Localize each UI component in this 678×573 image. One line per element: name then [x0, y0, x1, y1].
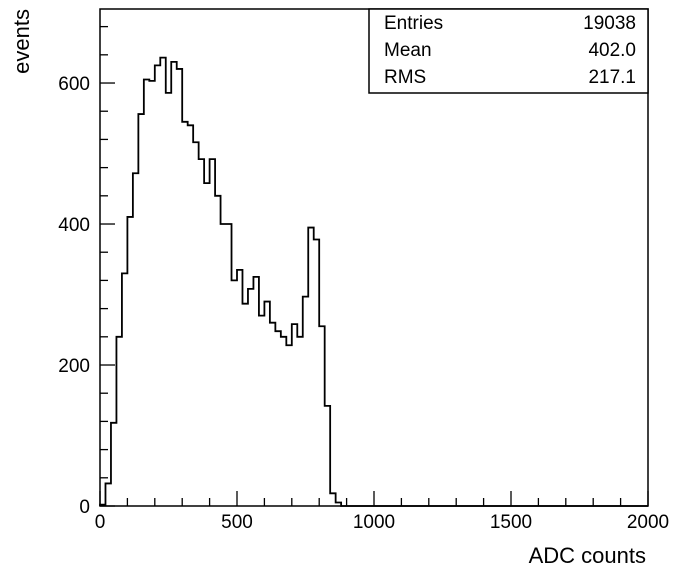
stats-rms-label: RMS [384, 67, 426, 88]
x-axis-ticks [99, 491, 649, 506]
stats-box-frame [368, 8, 649, 94]
y-axis-title: events [9, 9, 34, 74]
x-axis-title: ADC counts [529, 543, 646, 568]
y-tick-label: 200 [58, 356, 90, 377]
y-tick-label: 600 [58, 74, 90, 95]
x-tick-label: 2000 [627, 512, 669, 533]
stats-mean-value: 402.0 [588, 40, 636, 61]
stats-rms-value: 217.1 [588, 67, 636, 88]
histogram-series [99, 56, 648, 507]
y-axis-tick-labels: 0 200 400 600 [58, 74, 90, 518]
x-tick-label: 1500 [490, 512, 532, 533]
x-axis-tick-labels: 0 500 1000 1500 2000 [95, 512, 669, 533]
x-tick-label: 1000 [353, 512, 395, 533]
stats-box: Entries 19038 Mean 402.0 RMS 217.1 [368, 8, 649, 94]
x-tick-label: 500 [221, 512, 253, 533]
y-tick-label: 400 [58, 215, 90, 236]
stats-entries-label: Entries [384, 13, 443, 34]
y-axis-ticks [100, 25, 115, 507]
y-tick-label: 0 [79, 497, 90, 518]
stats-entries-value: 19038 [583, 13, 636, 34]
x-tick-label: 0 [95, 512, 106, 533]
stats-mean-label: Mean [384, 40, 432, 61]
